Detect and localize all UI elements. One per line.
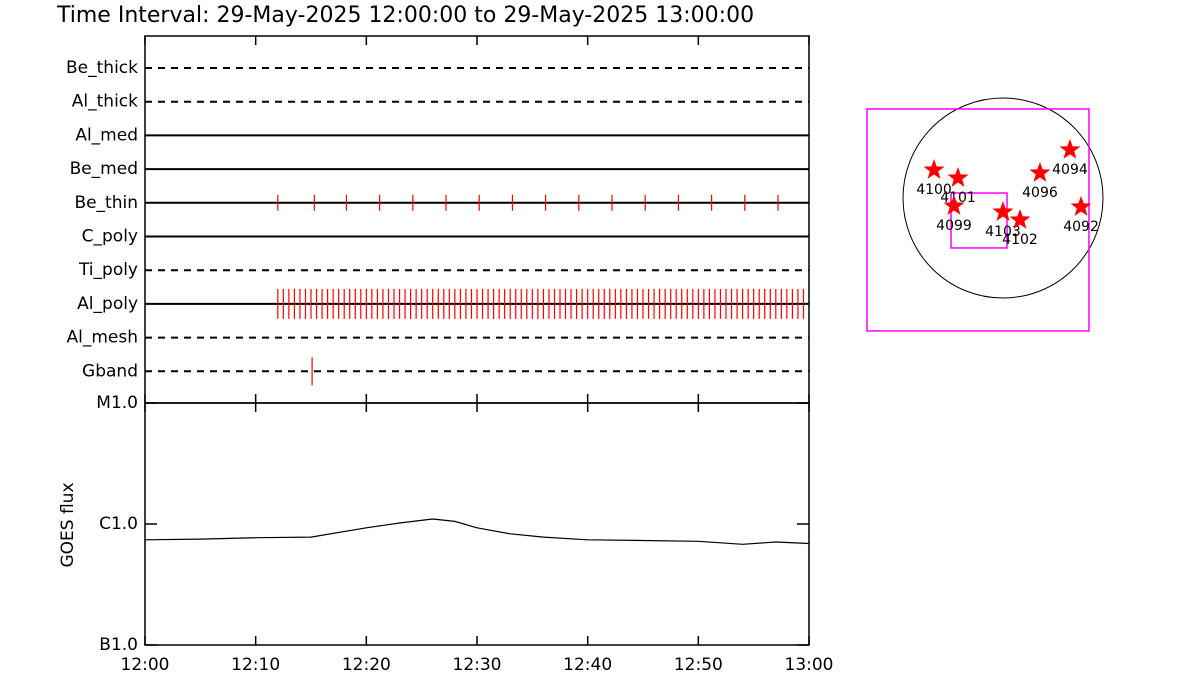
filter-label: Be_thin <box>74 193 138 213</box>
active-region-label: 4092 <box>1063 219 1099 235</box>
goes-curve <box>144 518 810 545</box>
filter-label: C_poly <box>82 227 138 247</box>
active-region-label: 4100 <box>916 182 952 198</box>
active-region-star <box>1059 138 1081 159</box>
active-region-label: 4103 <box>985 224 1021 240</box>
filter-label: Al_thick <box>72 92 138 112</box>
filter-label: Be_med <box>70 159 138 179</box>
active-region-label: 4096 <box>1022 185 1058 201</box>
active-region-label: 4102 <box>1002 232 1038 248</box>
active-region-star <box>947 167 969 187</box>
active-region-star <box>992 201 1014 221</box>
active-region-label: 4099 <box>936 218 972 234</box>
x-tick-label: 12:20 <box>342 655 391 675</box>
x-tick-label: 12:40 <box>563 655 612 675</box>
active-region-star <box>923 159 945 179</box>
filter-label: Be_thick <box>66 58 138 78</box>
filter-label: Al_mesh <box>66 328 138 348</box>
x-tick-label: 12:50 <box>674 655 723 675</box>
x-tick-label: 12:30 <box>453 655 502 675</box>
y-tick-label: M1.0 <box>96 393 138 413</box>
active-region-star <box>1029 162 1051 182</box>
y-axis-title: GOES flux <box>58 482 78 567</box>
y-tick-label: B1.0 <box>99 635 138 655</box>
filter-label: Al_med <box>75 125 138 145</box>
active-region-star <box>1009 209 1031 229</box>
fov-box <box>950 192 1008 249</box>
filter-label: Ti_poly <box>78 260 138 280</box>
active-region-star <box>1070 196 1092 216</box>
x-tick-label: 13:00 <box>785 655 834 675</box>
x-tick-label: 12:10 <box>231 655 280 675</box>
filter-label: Al_poly <box>77 294 138 314</box>
filter-label: Gband <box>82 361 138 381</box>
active-region-label: 4094 <box>1052 162 1088 178</box>
chart-title: Time Interval: 29-May-2025 12:00:00 to 2… <box>56 3 754 28</box>
x-tick-label: 12:00 <box>121 655 170 675</box>
active-region-star <box>943 195 965 215</box>
y-tick-label: C1.0 <box>99 514 138 534</box>
active-region-label: 4101 <box>940 190 976 206</box>
solar-disk <box>902 97 1104 299</box>
fov-box <box>866 108 1090 332</box>
